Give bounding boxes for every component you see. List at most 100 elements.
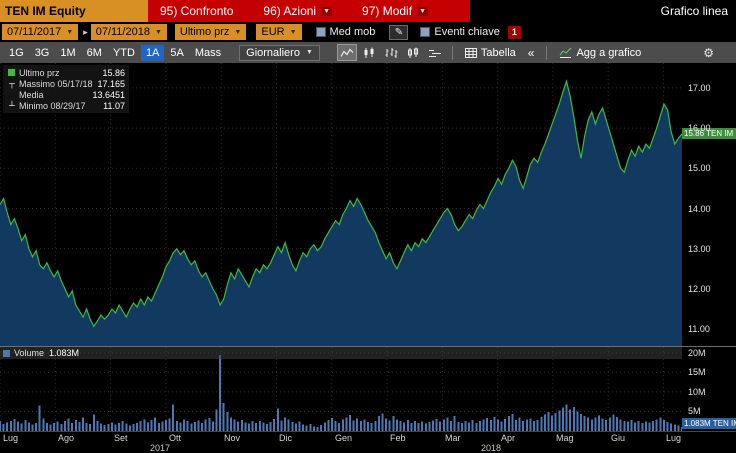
price-chart-svg [0, 63, 682, 346]
menu-strip: 95) Confronto 96) Azioni ▼ 97) Modif ▼ [148, 0, 470, 22]
x-axis-month-label: Mar [445, 433, 461, 443]
chart-type-icons [336, 44, 446, 61]
volume-axis: 1.083M TEN IM 20M 15M 10M 5M [682, 347, 736, 431]
candle-chart-type-button[interactable] [359, 44, 379, 61]
last-price-badge: 15.86 TEN IM [682, 128, 736, 139]
legend-row-last: Ultimo prz 15.86 [7, 67, 125, 78]
ohlc-chart-type-button[interactable] [381, 44, 401, 61]
price-axis-label: 11.00 [688, 324, 710, 334]
x-axis-month-label: Ago [58, 433, 75, 443]
period-button-3g[interactable]: 3G [34, 46, 50, 59]
line-chart-icon [340, 48, 354, 57]
legend-row-mean: Media 13.6451 [7, 89, 125, 100]
x-axis-month-label: Feb [390, 433, 406, 443]
pencil-icon: ✎ [394, 26, 404, 38]
settings-gear-icon[interactable]: ⚙ [703, 45, 714, 60]
chart-toolbar: 1G 3G 1M 6M YTD 1A 5A Mass Giornaliero ▼ [0, 42, 736, 63]
price-axis-label: 12.00 [688, 284, 711, 294]
volume-value: 1.083M [49, 348, 80, 358]
period-button-1a-selected[interactable]: 1A [140, 44, 165, 61]
volume-chart-pane[interactable]: Volume 1.083M [0, 347, 682, 431]
chevron-down-icon: ▼ [289, 28, 297, 36]
period-button-ytd[interactable]: YTD [112, 46, 135, 59]
med-mob-checkbox-group: Med mob [315, 26, 376, 38]
period-button-1m[interactable]: 1M [60, 46, 76, 59]
menu-confronto-label: 95) Confronto [160, 4, 234, 18]
date-range-arrow-icon: ▸ [83, 26, 88, 37]
menu-item-azioni[interactable]: 96) Azioni ▼ [263, 4, 333, 18]
med-mob-checkbox[interactable] [315, 27, 326, 37]
frequency-value: Giornaliero [246, 46, 300, 59]
legend-row-low: ┴ Minimo 08/29/17 11.07 [7, 100, 125, 111]
menu-modif-label: 97) Modif [362, 4, 413, 18]
key-events-count-badge[interactable]: 1 [507, 25, 521, 39]
tabella-button[interactable]: Tabella [459, 45, 522, 61]
price-axis-label: 16.00 [688, 123, 711, 133]
add-to-chart-icon [560, 47, 572, 58]
low-marker-icon: ┴ [9, 101, 15, 110]
legend-label: Ultimo prz [19, 67, 60, 78]
x-axis-years: 2017 2018 [0, 443, 682, 453]
eventi-chiave-label: Eventi chiave [434, 26, 500, 38]
legend-row-high: ┬ Massimo 05/17/18 17.165 [7, 78, 125, 89]
date-from-field[interactable]: 07/11/2017 ▼ [2, 24, 79, 40]
volume-axis-label: 15M [688, 367, 706, 377]
legend-label: Media [19, 89, 44, 100]
table-icon [464, 47, 477, 58]
legend-value: 15.86 [102, 67, 125, 78]
price-axis-label: 14.00 [688, 204, 711, 214]
levels-icon [428, 49, 441, 57]
price-chart-pane[interactable]: Ultimo prz 15.86 ┬ Massimo 05/17/18 17.1… [0, 63, 682, 346]
security-ticker-field[interactable]: TEN IM Equity [0, 0, 148, 22]
period-button-mass[interactable]: Mass [194, 46, 222, 59]
chevron-down-icon: ▼ [305, 49, 313, 56]
currency-dropdown[interactable]: EUR ▼ [256, 24, 302, 40]
price-field-value: Ultimo prz [179, 26, 230, 38]
period-button-1g[interactable]: 1G [9, 46, 24, 59]
x-axis-month-label: Mag [556, 433, 574, 443]
line-chart-type-button[interactable] [336, 44, 357, 61]
high-marker-icon: ┬ [9, 79, 15, 88]
x-axis-month-label: Nov [224, 433, 241, 443]
volume-axis-label: 20M [688, 348, 706, 358]
menu-item-modif[interactable]: 97) Modif ▼ [362, 4, 428, 18]
x-axis-year-label: 2017 [149, 443, 171, 453]
legend-label: Minimo 08/29/17 [19, 100, 86, 111]
x-axis-month-label: Lug [666, 433, 682, 443]
pane-divider[interactable] [0, 346, 736, 347]
field-row: 07/11/2017 ▼ ▸ 07/11/2018 ▼ Ultimo prz ▼… [0, 22, 736, 42]
annotate-pencil-button[interactable]: ✎ [389, 24, 409, 40]
med-mob-label: Med mob [329, 26, 376, 38]
levels-chart-type-button[interactable] [425, 44, 445, 61]
x-axis-months: Lug Ago Set Ott Nov Dic Gen Feb Mar Apr Mag Giu Lug [0, 432, 682, 444]
price-axis: 15.86 TEN IM 17.00 16.00 15.00 14.00 13.00 12… [682, 63, 736, 346]
agg-a-grafico-button[interactable]: Agg a grafico [553, 45, 647, 61]
top-menu-bar: TEN IM Equity 95) Confronto 96) Azioni ▼… [0, 0, 736, 22]
volume-label: Volume [14, 348, 45, 358]
date-to-field[interactable]: 07/11/2018 ▼ [90, 24, 167, 40]
chevron-down-icon: ▼ [417, 6, 428, 16]
hollow-candlestick-icon [407, 47, 418, 58]
last-price-series-marker [8, 69, 15, 76]
legend-value: 11.07 [103, 100, 125, 111]
hollow-candle-chart-type-button[interactable] [403, 44, 423, 61]
eventi-chiave-checkbox[interactable] [420, 27, 431, 37]
legend-value: 13.6451 [92, 89, 125, 100]
price-field-dropdown[interactable]: Ultimo prz ▼ [174, 24, 247, 40]
currency-value: EUR [261, 26, 285, 38]
frequency-dropdown[interactable]: Giornaliero ▼ [239, 44, 320, 61]
volume-axis-label: 10M [688, 387, 706, 397]
period-button-6m[interactable]: 6M [86, 46, 102, 59]
page-title: Grafico linea [660, 4, 728, 18]
x-axis-month-label: Apr [501, 433, 516, 443]
period-button-5a[interactable]: 5A [170, 46, 184, 59]
last-volume-badge: 1.083M TEN IM [682, 418, 736, 429]
price-axis-label: 13.00 [688, 244, 711, 254]
collapse-panel-button[interactable]: « [527, 45, 535, 60]
menu-item-confronto[interactable]: 95) Confronto [160, 4, 233, 18]
x-axis-year-label: 2018 [480, 443, 502, 453]
toolbar-separator [451, 45, 453, 60]
eventi-chiave-checkbox-group: Eventi chiave [420, 26, 500, 38]
calendar-dropdown-icon: ▼ [66, 28, 74, 36]
